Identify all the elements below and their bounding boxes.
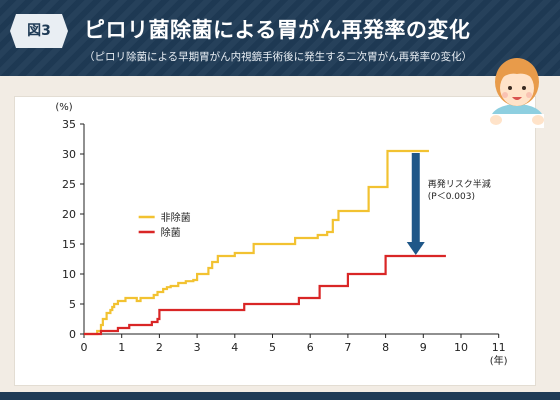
x-tick-label: 9 <box>420 341 427 354</box>
badge-shape <box>10 14 68 48</box>
page-subtitle: （ピロリ除菌による早期胃がん内視鏡手術後に発生する二次胃がん再発率の変化） <box>84 51 473 63</box>
x-tick-label: 7 <box>344 341 351 354</box>
x-axis-unit-label: (年) <box>490 354 508 367</box>
page-title: ピロリ菌除菌による胃がん再発率の変化 <box>84 17 471 42</box>
x-tick-label: 4 <box>231 341 238 354</box>
x-tick-label: 10 <box>454 341 468 354</box>
y-tick-label: 0 <box>69 328 76 341</box>
y-tick-label: 35 <box>62 118 76 131</box>
legend-label: 非除菌 <box>161 211 191 224</box>
figure-badge: 図3 <box>10 14 68 48</box>
x-tick-label: 5 <box>269 341 276 354</box>
annotation-pvalue: (P＜0.003) <box>428 192 475 202</box>
y-tick-label: 15 <box>62 238 76 251</box>
nurse-mascot-image <box>484 48 550 132</box>
y-tick-label: 5 <box>69 298 76 311</box>
x-tick-label: 11 <box>492 341 506 354</box>
x-tick-label: 8 <box>382 341 389 354</box>
y-tick-label: 30 <box>62 148 76 161</box>
annotation-text: 再発リスク半減 <box>428 178 491 190</box>
x-tick-label: 2 <box>156 341 163 354</box>
x-tick-label: 6 <box>307 341 314 354</box>
x-tick-label: 0 <box>81 341 88 354</box>
legend-label: 除菌 <box>161 226 181 239</box>
x-tick-label: 3 <box>194 341 201 354</box>
y-tick-label: 20 <box>62 208 76 221</box>
figure-label: 図3 <box>27 23 51 39</box>
chart-panel <box>14 96 536 386</box>
risk-arrow-head <box>406 242 425 255</box>
y-tick-label: 25 <box>62 178 76 191</box>
header-banner <box>0 0 560 76</box>
y-axis-unit-label: (%) <box>55 102 72 113</box>
risk-arrow-shaft <box>411 153 420 243</box>
footer-bar <box>0 392 560 400</box>
series-line-eradication <box>84 254 446 336</box>
series-line-non-eradication <box>84 149 429 336</box>
x-tick-label: 1 <box>118 341 125 354</box>
y-tick-label: 10 <box>62 268 76 281</box>
